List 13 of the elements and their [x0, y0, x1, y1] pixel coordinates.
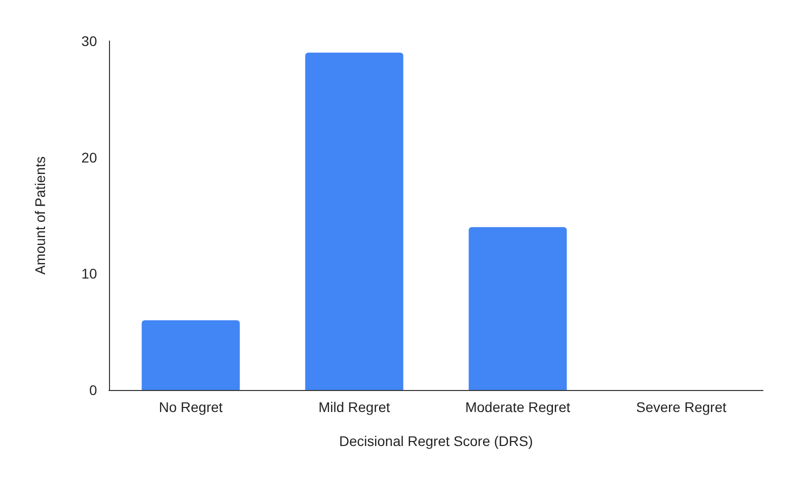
x-tick-label: Mild Regret: [318, 399, 390, 415]
bar: [142, 320, 240, 390]
x-axis-title: Decisional Regret Score (DRS): [339, 433, 533, 449]
y-tick-label: 20: [81, 149, 98, 166]
y-axis-title: Amount of Patients: [32, 156, 48, 275]
x-tick-label: No Regret: [158, 399, 223, 415]
y-tick-label: 0: [89, 382, 98, 398]
y-tick-label: 30: [81, 33, 98, 49]
y-tick-label: 10: [81, 266, 98, 282]
bar: [468, 227, 567, 390]
bar: [305, 52, 404, 390]
x-tick-label: Severe Regret: [636, 399, 726, 415]
x-tick-label: Moderate Regret: [465, 399, 570, 415]
